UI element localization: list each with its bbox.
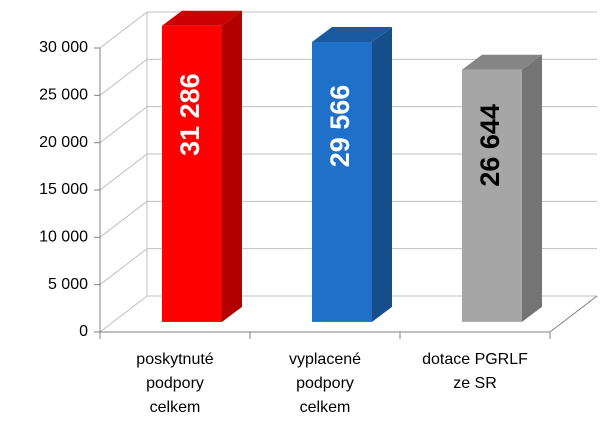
grid-line <box>99 153 148 191</box>
bar-front <box>162 25 222 322</box>
value-label: 31 286 <box>175 73 205 156</box>
y-tick-label: 0 <box>79 323 88 340</box>
y-tick-label: 25 000 <box>39 87 88 104</box>
bar-top <box>162 10 242 26</box>
x-tick-label: ze SR <box>453 375 497 392</box>
grid-line <box>99 248 148 286</box>
y-tick-label: 15 000 <box>39 181 88 198</box>
y-tick-label: 30 000 <box>39 39 88 56</box>
y-tick-label: 10 000 <box>39 229 88 246</box>
x-tick-label: poskytnuté <box>136 351 213 368</box>
bar-side <box>222 10 242 322</box>
bar <box>462 54 542 322</box>
value-label: 29 566 <box>325 85 355 168</box>
x-tick-label: dotace PGRLF <box>422 351 528 368</box>
grid-line <box>99 295 148 333</box>
x-tick-label: vyplacené <box>289 351 361 368</box>
floor-edge <box>549 295 598 333</box>
bar <box>312 27 392 322</box>
x-tick-label: celkem <box>150 399 201 416</box>
bar-front <box>312 42 372 322</box>
x-tick-label: podpory <box>296 375 354 392</box>
bar-side <box>522 54 542 322</box>
value-label: 26 644 <box>475 104 505 187</box>
bar-side <box>372 27 392 322</box>
bar-top <box>312 27 392 43</box>
bar-top <box>462 54 542 70</box>
y-tick-label: 5 000 <box>48 276 88 293</box>
x-tick-label: podpory <box>146 375 204 392</box>
grid-line <box>99 58 148 96</box>
x-tick-label: celkem <box>300 399 351 416</box>
bar-front <box>462 69 522 322</box>
grid-line <box>99 106 148 144</box>
bar <box>162 10 242 322</box>
grid-line <box>99 200 148 238</box>
grid-line <box>99 11 148 49</box>
y-tick-label: 20 000 <box>39 134 88 151</box>
